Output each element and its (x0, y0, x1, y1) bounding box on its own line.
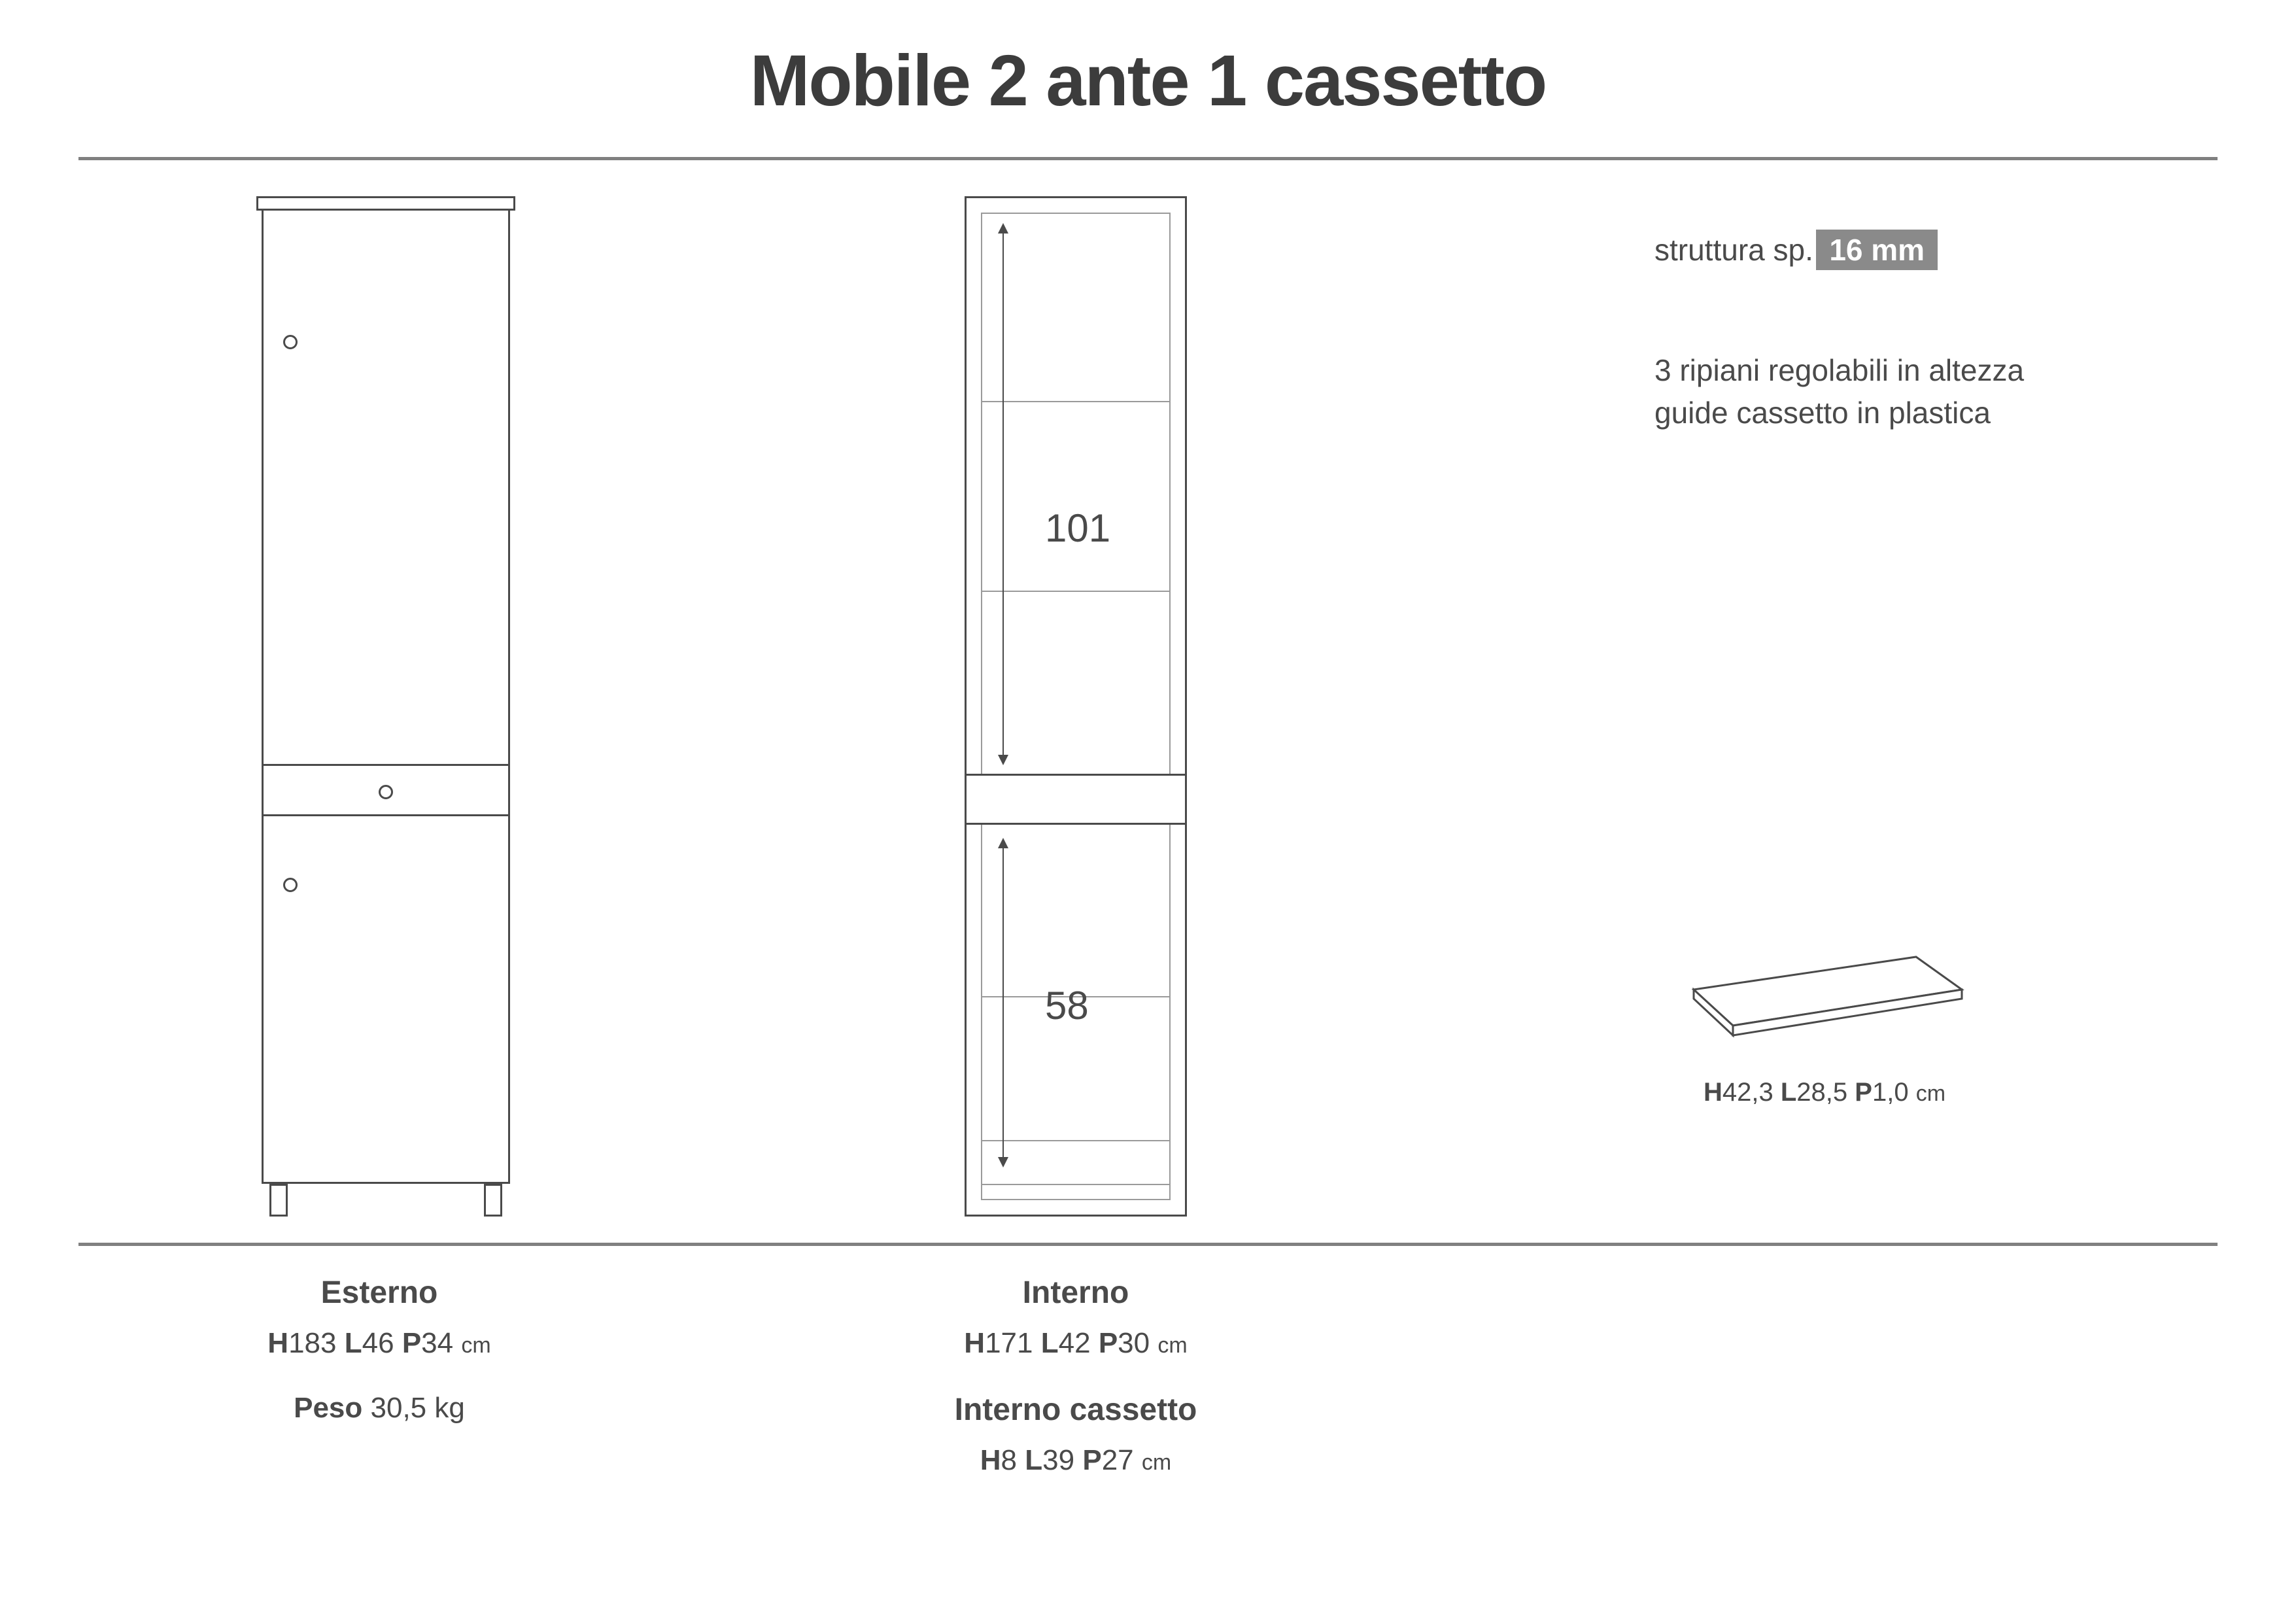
door-knob-upper (283, 335, 298, 349)
dim-arrow-upper (1002, 224, 1004, 764)
exterior-drawing (222, 183, 549, 1230)
shelf-panel-dims: H42,3 L28,5 P1,0 cm (1654, 1078, 1995, 1107)
dim-label-lower: 58 (1045, 983, 1089, 1028)
info-column: struttura sp. 16 mm 3 ripiani regolabili… (1654, 183, 2178, 1107)
interior-drawing: 101 58 (945, 183, 1207, 1230)
exterior-caption: Esterno H183 L46 P34 cm Peso 30,5 kg (170, 1269, 589, 1430)
dim-label-upper: 101 (1045, 506, 1110, 551)
interior-caption: Interno H171 L42 P30 cm Interno cassetto… (880, 1269, 1272, 1483)
dim-arrow-lower (1002, 839, 1004, 1166)
info-note-2: guide cassetto in plastica (1654, 392, 2178, 434)
rule-top (78, 157, 2218, 160)
page-title: Mobile 2 ante 1 cassetto (0, 0, 2296, 148)
drawer-knob (379, 785, 393, 799)
thickness-label: struttura sp. (1654, 233, 1813, 267)
shelf-panel-drawing (1654, 931, 2178, 1065)
door-knob-lower (283, 878, 298, 892)
info-note-1: 3 ripiani regolabili in altezza (1654, 349, 2178, 391)
rule-bottom (78, 1243, 2218, 1246)
thickness-badge: 16 mm (1816, 230, 1938, 270)
